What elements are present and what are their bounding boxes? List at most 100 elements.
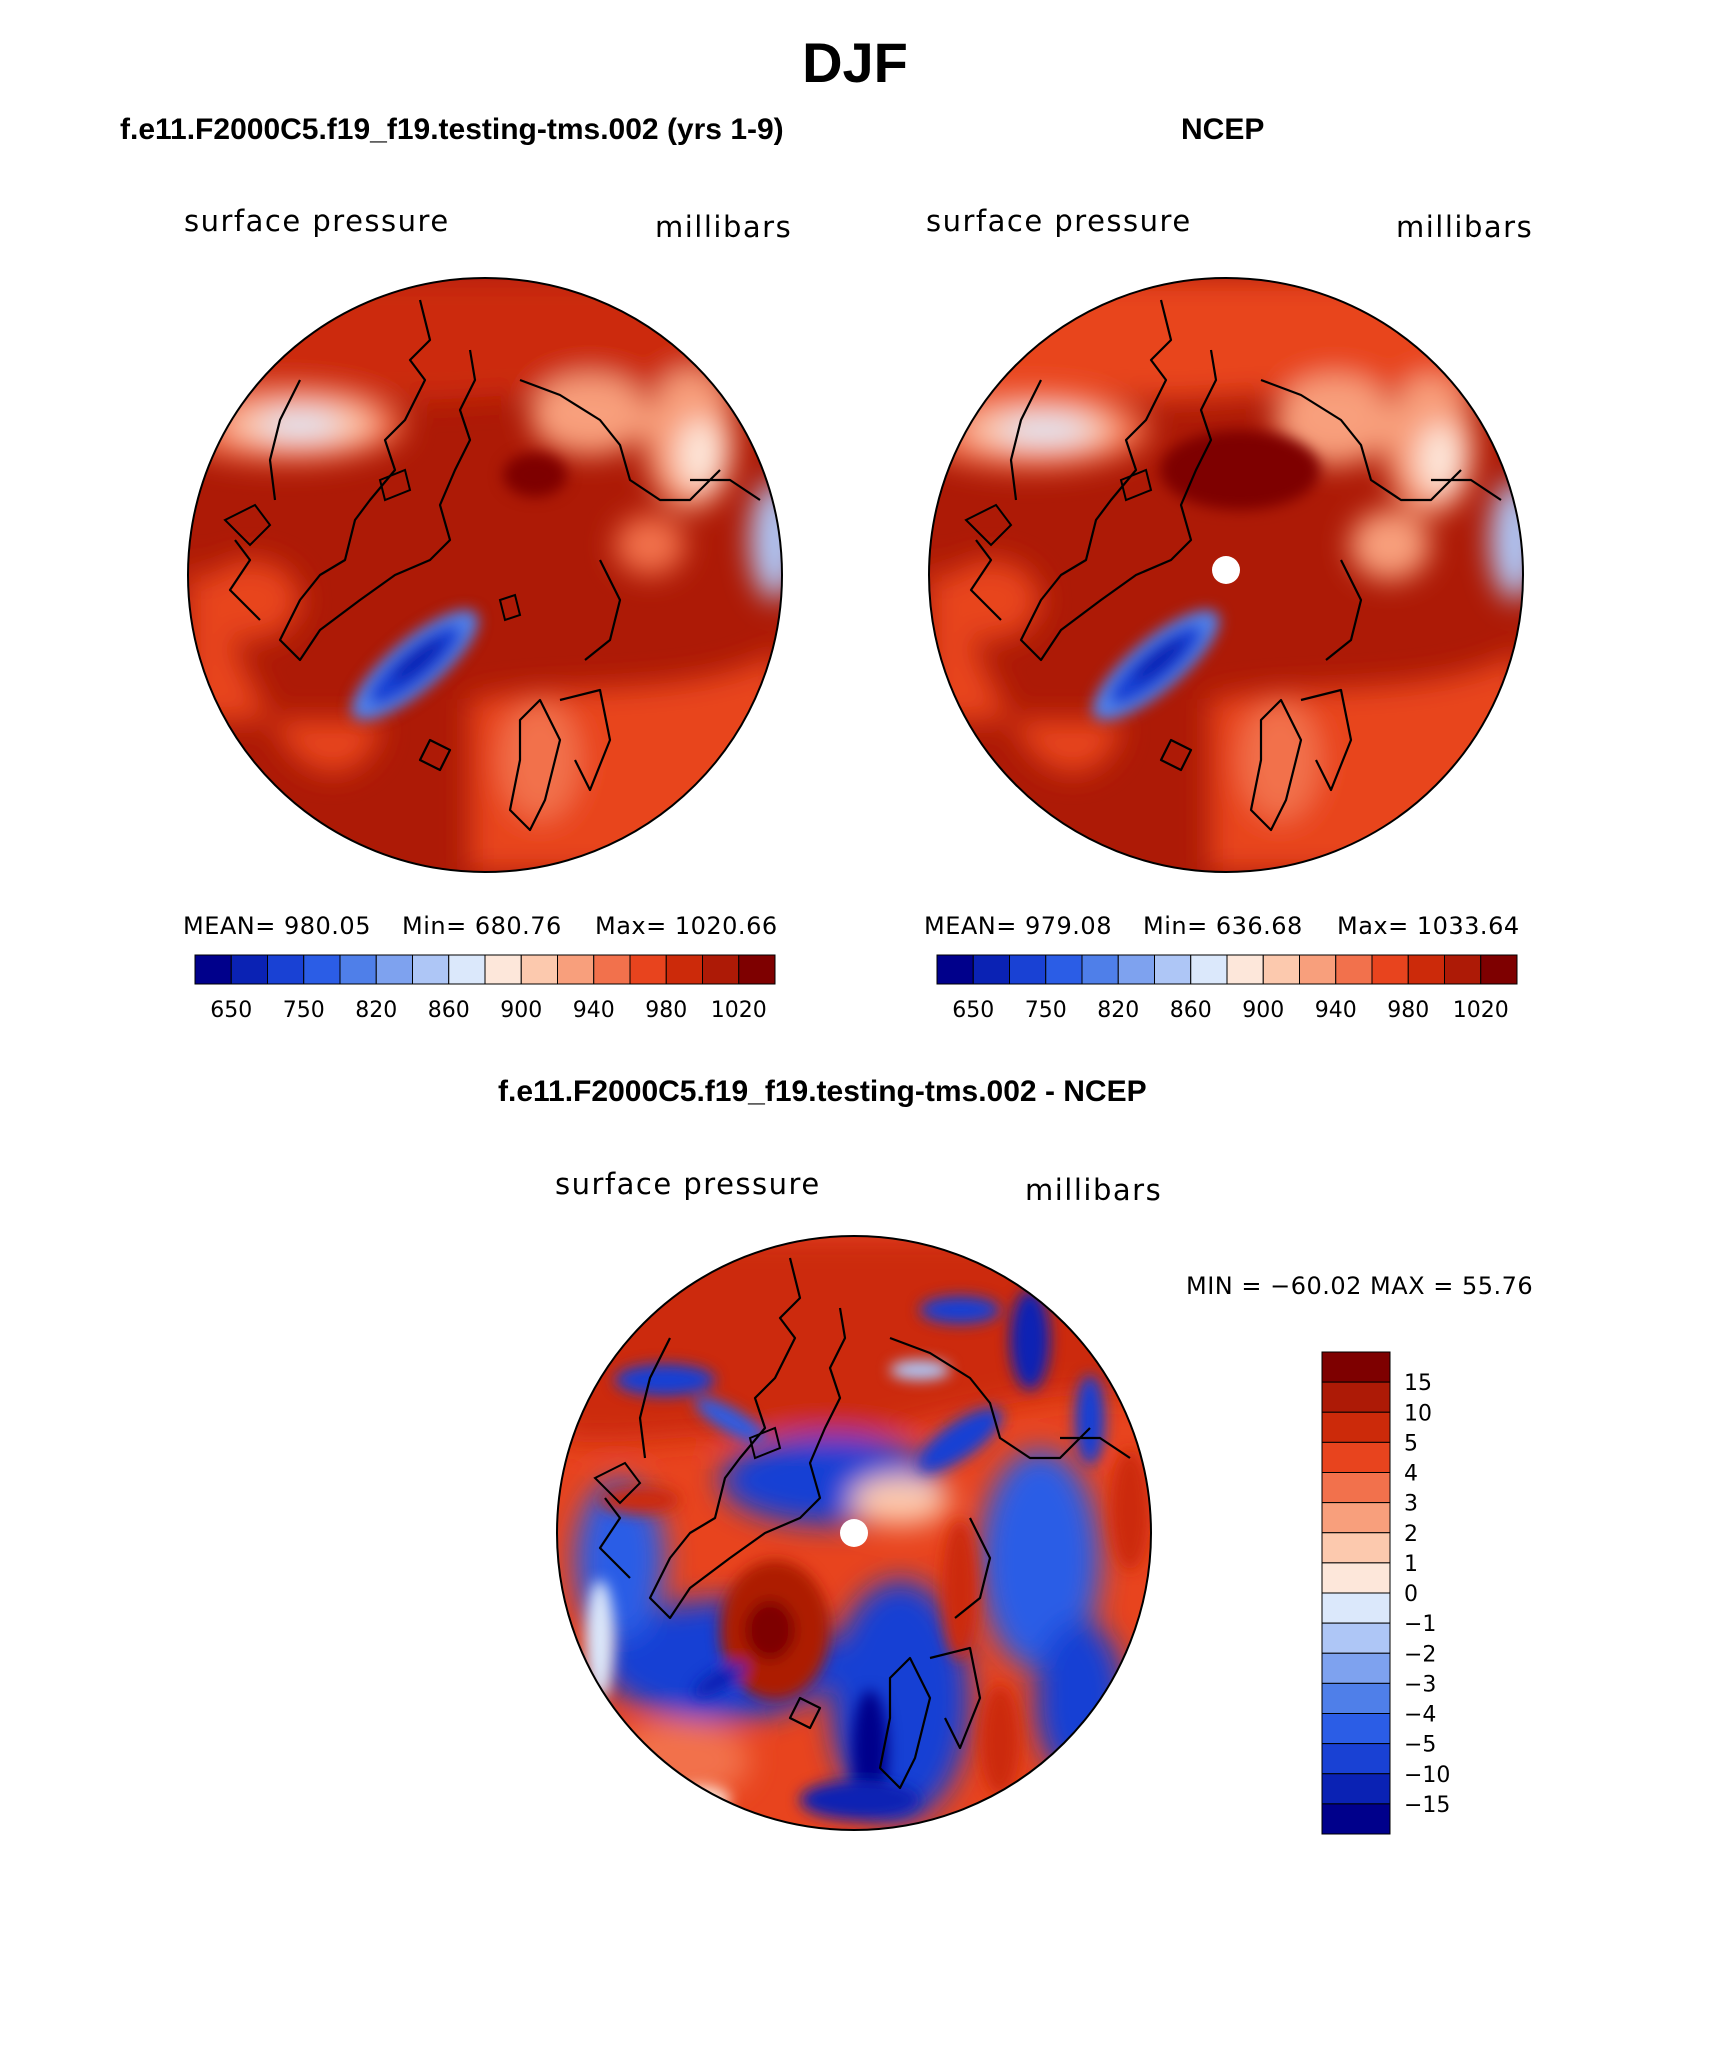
panel-1-colorbar-bin (665, 954, 703, 985)
panel-2-title: NCEP (1181, 113, 1265, 146)
panel-1-colorbar-tick-label: 980 (645, 998, 687, 1023)
panel-3-colorbar-bin (1321, 1652, 1391, 1684)
panel-3-colorbar-bin (1321, 1743, 1391, 1775)
panel-3-colorbar-tick-label: −1 (1404, 1612, 1436, 1637)
panel-2-colorbar-bin (1444, 954, 1482, 985)
panel-3-colorbar-tick-label: 4 (1404, 1462, 1418, 1487)
panel-1-colorbar-tick-label: 900 (500, 998, 542, 1023)
panel-3-units-label: millibars (1025, 1173, 1163, 1207)
panel-1-colorbar-tick-label: 1020 (711, 998, 767, 1023)
panel-1-units-label: millibars (655, 210, 793, 244)
panel-1-colorbar-bin (593, 954, 631, 985)
panel-2-colorbar-tick-label: 750 (1025, 998, 1067, 1023)
panel-2-colorbar-bin (1335, 954, 1373, 985)
panel-3-colorbar-bin (1321, 1502, 1391, 1534)
panel-2-colorbar-bin (1154, 954, 1192, 985)
panel-1-colorbar-bin (738, 954, 776, 985)
panel-1-title: f.e11.F2000C5.f19_f19.testing-tms.002 (y… (120, 113, 784, 146)
panel-2-units-label: millibars (1396, 210, 1534, 244)
panel-3-colorbar-bin (1321, 1411, 1391, 1443)
panel-2-colorbar-tick-label: 900 (1242, 998, 1284, 1023)
panel-3-colorbar-tick-label: −5 (1404, 1733, 1436, 1758)
panel-2-colorbar-tick-label: 820 (1097, 998, 1139, 1023)
panel-1-colorbar-bin (484, 954, 522, 985)
panel-2-colorbar-bin (1045, 954, 1083, 985)
panel-3-colorbar-bin (1321, 1381, 1391, 1413)
panel-1-colorbar-tick-label: 650 (210, 998, 252, 1023)
panel-1-colorbar-bin (267, 954, 305, 985)
panel-2-mean-stat: MEAN= 979.08 (924, 912, 1112, 940)
panel-3-colorbar-tick-label: 15 (1404, 1371, 1432, 1396)
panel-3-colorbar-bin (1321, 1622, 1391, 1654)
panel-1-colorbar-tick-label: 820 (355, 998, 397, 1023)
panel-1-max-stat: Max= 1020.66 (595, 912, 778, 940)
panel-3-colorbar-tick-label: 3 (1404, 1492, 1418, 1517)
panel-2-colorbar-bin (1226, 954, 1264, 985)
panel-3-colorbar-bin (1321, 1441, 1391, 1473)
panel-2-colorbar-bin (1117, 954, 1155, 985)
panel-3-colorbar-tick-label: −10 (1404, 1763, 1450, 1788)
panel-1-colorbar-bin (702, 954, 740, 985)
panel-3-colorbar-bin (1321, 1562, 1391, 1594)
panel-1-colorbar-bin (194, 954, 232, 985)
panel-2-colorbar-tick-label: 940 (1315, 998, 1357, 1023)
panel-2-min-stat: Min= 636.68 (1143, 912, 1303, 940)
panel-1-colorbar-bin (557, 954, 595, 985)
panel-3-colorbar-tick-label: −3 (1404, 1672, 1436, 1697)
panel-3-colorbar-bin (1321, 1351, 1391, 1383)
panel-3-colorbar-bin (1321, 1803, 1391, 1835)
panel-3-colorbar-bin (1321, 1532, 1391, 1564)
panel-1-colorbar-tick-label: 750 (283, 998, 325, 1023)
panel-3-minmax-stat: MIN = −60.02 MAX = 55.76 (1186, 1272, 1534, 1300)
panel-1-colorbar-tick-label: 860 (428, 998, 470, 1023)
panel-3-colorbar-bin (1321, 1713, 1391, 1745)
panel-2-colorbar-tick-label: 980 (1387, 998, 1429, 1023)
panel-3-colorbar-tick-label: 5 (1404, 1431, 1418, 1456)
panel-2-colorbar-tick-label: 860 (1170, 998, 1212, 1023)
panel-1-colorbar-tick-label: 940 (573, 998, 615, 1023)
panel-2-map (928, 277, 1524, 873)
panel-3-colorbar-tick-label: 0 (1404, 1582, 1418, 1607)
panel-1-colorbar-bin (303, 954, 341, 985)
panel-3-colorbar-tick-label: −15 (1404, 1793, 1450, 1818)
panel-2-colorbar-tick-label: 650 (952, 998, 994, 1023)
panel-3-map (556, 1235, 1152, 1831)
figure-title: DJF (802, 31, 908, 94)
panel-3-colorbar-tick-label: 10 (1404, 1401, 1432, 1426)
panel-2-variable-label: surface pressure (926, 204, 1192, 238)
panel-2-colorbar-bin (1480, 954, 1518, 985)
panel-3-variable-label: surface pressure (555, 1167, 821, 1201)
panel-1-mean-stat: MEAN= 980.05 (183, 912, 371, 940)
panel-1-colorbar-bin (375, 954, 413, 985)
panel-3-colorbar-bin (1321, 1682, 1391, 1714)
panel-2-colorbar-bin (1262, 954, 1300, 985)
panel-1-variable-label: surface pressure (184, 204, 450, 238)
panel-3-colorbar-tick-label: 1 (1404, 1552, 1418, 1577)
panel-3-colorbar-bin (1321, 1472, 1391, 1504)
panel-1-min-stat: Min= 680.76 (402, 912, 562, 940)
panel-2-colorbar-bin (1371, 954, 1409, 985)
panel-3-colorbar-tick-label: −4 (1404, 1703, 1436, 1728)
panel-2-colorbar-bin (1190, 954, 1228, 985)
panel-1-colorbar-bin (339, 954, 377, 985)
panel-1-colorbar-bin (520, 954, 558, 985)
panel-2-colorbar-bin (1009, 954, 1047, 985)
panel-2-colorbar-bin (936, 954, 974, 985)
panel-3-colorbar-bin (1321, 1592, 1391, 1624)
panel-1-map (187, 277, 783, 873)
panel-3-colorbar-bin (1321, 1773, 1391, 1805)
panel-2-max-stat: Max= 1033.64 (1337, 912, 1520, 940)
panel-3-title: f.e11.F2000C5.f19_f19.testing-tms.002 - … (498, 1075, 1147, 1108)
panel-2-colorbar-bin (1407, 954, 1445, 985)
panel-1-colorbar-bin (230, 954, 268, 985)
panel-3-colorbar-tick-label: 2 (1404, 1522, 1418, 1547)
panel-2-colorbar-bin (1299, 954, 1337, 985)
panel-2-colorbar-tick-label: 1020 (1453, 998, 1509, 1023)
panel-1-colorbar-bin (412, 954, 450, 985)
panel-3-colorbar-tick-label: −2 (1404, 1642, 1436, 1667)
panel-1-colorbar-bin (629, 954, 667, 985)
colorbars: 650 750 820 860 900 940 980 1020 650 750 820 860 900… (194, 954, 1518, 1835)
panel-1-colorbar-bin (448, 954, 486, 985)
